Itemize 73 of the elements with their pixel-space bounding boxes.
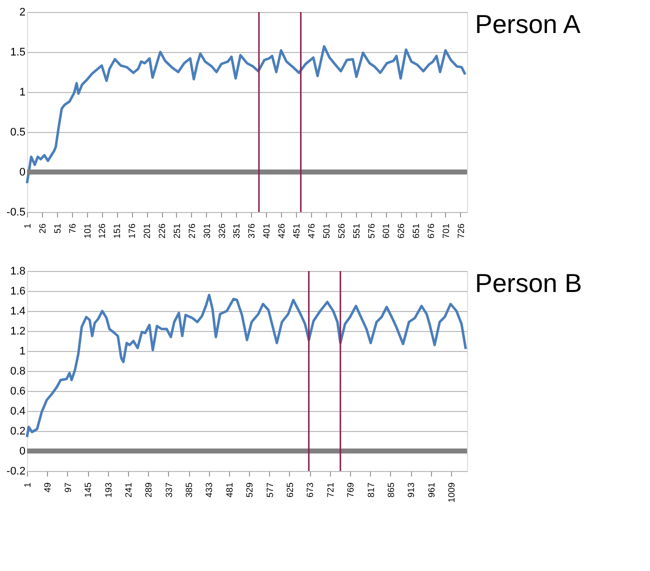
x-tick-label: 126: [97, 224, 108, 239]
x-tick-label: 201: [142, 224, 152, 239]
x-tick-label: 676: [426, 224, 436, 239]
y-tick-label: 1.6: [10, 286, 26, 298]
x-tick-label: 426: [276, 224, 287, 239]
x-tick-label: 351: [232, 224, 242, 239]
y-tick-label: -0.2: [6, 466, 26, 478]
x-tick-label: 865: [386, 482, 396, 498]
x-tick-label: 501: [321, 224, 332, 239]
x-tick-label: 721: [325, 482, 336, 498]
x-tick-label: 241: [123, 482, 134, 498]
line-series: [26, 45, 466, 184]
x-tick-label: 726: [456, 224, 466, 239]
x-tick-label: 193: [103, 482, 114, 498]
text: Person B: [475, 268, 582, 298]
x-tick-label: 626: [396, 224, 406, 239]
x-tick-label: 176: [127, 224, 138, 239]
x-tick-label: 529: [244, 482, 255, 498]
x-tick-label: 151: [112, 224, 122, 239]
x-tick-label: 49: [42, 482, 53, 493]
x-tick-label: 1009: [446, 482, 457, 503]
x-tick-label: 625: [284, 482, 295, 498]
x-tick-label: 276: [186, 224, 197, 239]
x-tick-label: 26: [37, 224, 48, 234]
x-tick-label: 576: [366, 224, 376, 239]
x-tick-label: 101: [82, 224, 92, 239]
x-tick-label: 376: [246, 224, 257, 239]
x-tick-label: 913: [406, 482, 416, 498]
x-tick-label: 769: [346, 482, 356, 498]
x-tick-label: 433: [204, 482, 214, 498]
x-tick-label: 97: [62, 482, 73, 493]
y-tick-label: 0: [19, 446, 26, 458]
y-tick-label: -0.5: [6, 206, 26, 218]
x-tick-label: 337: [164, 482, 174, 498]
x-tick-label: 289: [144, 482, 154, 498]
y-tick-label: 2: [19, 6, 26, 18]
x-tick-label: 526: [336, 224, 346, 239]
x-tick-label: 1: [22, 482, 32, 488]
x-tick-label: 451: [292, 224, 302, 239]
y-tick-label: 0.8: [10, 366, 26, 378]
y-tick-label: 1.8: [10, 266, 26, 278]
x-tick-label: 1: [22, 224, 32, 229]
y-tick-label: 0.5: [10, 126, 26, 138]
x-tick-label: 476: [306, 224, 316, 239]
x-tick-label: 551: [351, 224, 362, 239]
x-tick-label: 76: [67, 224, 78, 234]
x-tick-label: 601: [381, 224, 392, 239]
y-tick-label: 1: [19, 346, 26, 358]
x-tick-label: 817: [366, 482, 376, 498]
line-series: [26, 294, 467, 438]
y-tick-label: 1.2: [10, 326, 26, 338]
x-tick-label: 226: [157, 224, 168, 239]
y-tick-label: 0.2: [10, 426, 26, 438]
x-tick-label: 301: [202, 224, 212, 239]
text: Person A: [475, 9, 582, 39]
x-tick-label: 701: [440, 224, 451, 239]
x-tick-label: 326: [216, 224, 227, 239]
y-tick-label: 0.4: [10, 406, 26, 418]
x-tick-label: 651: [411, 224, 422, 239]
x-tick-label: 251: [172, 224, 182, 239]
y-tick-label: 1.4: [10, 306, 26, 318]
y-tick-label: 0.6: [10, 386, 26, 398]
x-tick-label: 401: [262, 224, 272, 239]
y-tick-label: 0: [19, 166, 26, 178]
x-tick-label: 961: [426, 482, 436, 498]
y-tick-label: 1.5: [10, 46, 26, 58]
x-tick-label: 145: [83, 482, 94, 498]
x-tick-label: 51: [52, 224, 62, 234]
x-tick-label: 577: [264, 482, 275, 498]
x-tick-label: 673: [305, 482, 316, 498]
x-tick-label: 481: [224, 482, 234, 498]
x-tick-label: 385: [184, 482, 194, 498]
y-tick-label: 1: [19, 86, 26, 98]
